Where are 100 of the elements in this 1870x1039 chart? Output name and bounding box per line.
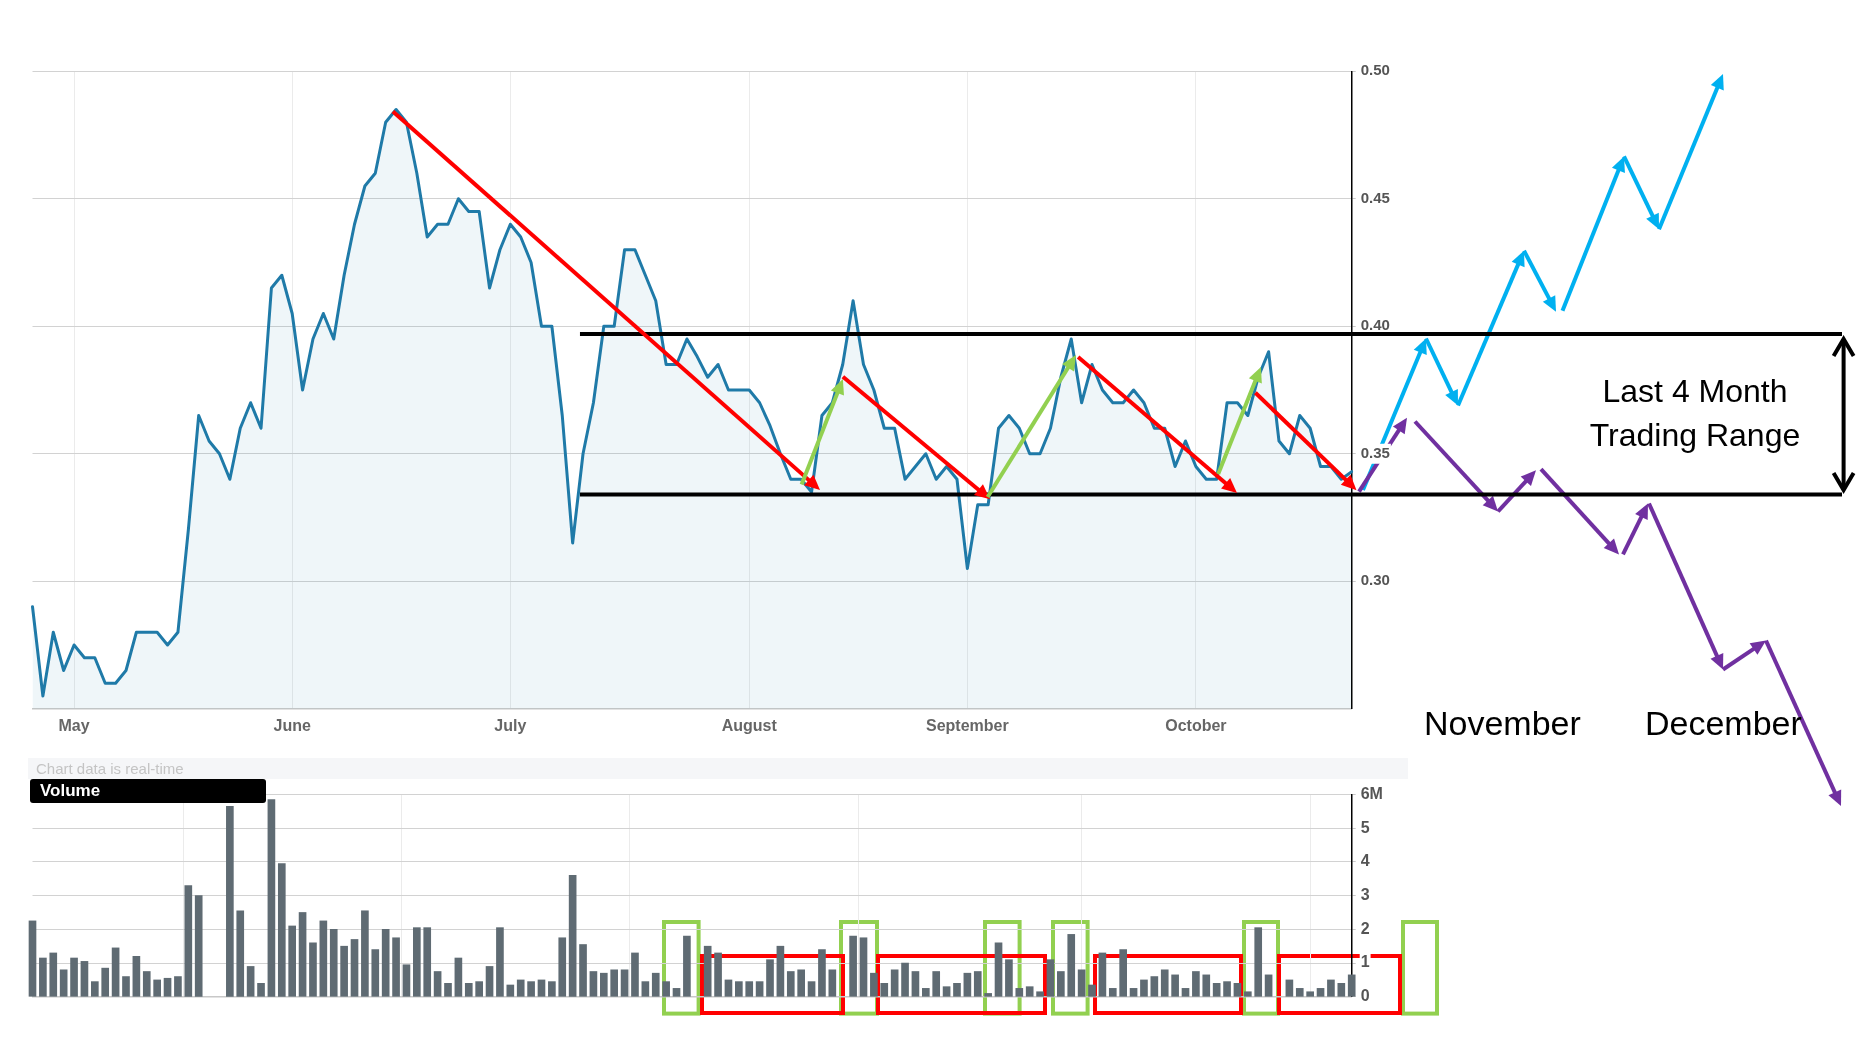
y-tick-label: 0 <box>1360 987 1370 1005</box>
bar <box>1015 988 1024 997</box>
bar <box>890 969 899 997</box>
bar <box>444 982 452 997</box>
y-tick-label: 2 <box>1360 919 1370 937</box>
bar <box>433 971 442 997</box>
bar <box>309 942 317 997</box>
y-tick-label: 1 <box>1360 953 1370 971</box>
bar <box>984 993 992 997</box>
bar <box>963 972 972 997</box>
bar <box>641 981 650 997</box>
bar <box>548 981 556 997</box>
bar <box>174 976 182 997</box>
bar <box>766 959 774 997</box>
bar <box>153 979 161 997</box>
bar <box>1202 974 1211 997</box>
bar <box>973 971 982 997</box>
text: December <box>1645 703 1802 743</box>
bar <box>267 799 276 997</box>
bar <box>236 910 245 997</box>
y-tick-label: 3 <box>1360 886 1370 904</box>
bar <box>1327 979 1335 997</box>
bar <box>527 981 535 997</box>
bar <box>257 982 265 997</box>
bar <box>1264 974 1273 997</box>
bar <box>402 964 411 997</box>
bar <box>703 945 712 997</box>
bar <box>39 957 47 997</box>
bar <box>1192 971 1200 997</box>
bar <box>49 952 58 997</box>
bar <box>599 972 608 997</box>
bar <box>724 979 733 997</box>
x-tick-label: October <box>1165 716 1227 734</box>
bar <box>90 981 99 997</box>
y-tick-label: 6M <box>1360 784 1383 802</box>
bar <box>828 969 837 997</box>
bar <box>1347 974 1356 997</box>
bar <box>776 945 785 997</box>
bar <box>1160 969 1169 997</box>
bar <box>651 972 660 997</box>
bar <box>319 920 328 997</box>
bar <box>381 929 390 997</box>
bar <box>631 952 639 997</box>
bar <box>475 981 483 997</box>
bar <box>1254 927 1263 997</box>
bar <box>589 971 598 997</box>
bar <box>942 986 951 997</box>
bar <box>1057 971 1065 997</box>
bar <box>194 895 203 997</box>
bar <box>537 979 546 997</box>
bar <box>672 988 681 997</box>
bar <box>1046 959 1055 997</box>
bar <box>579 944 587 997</box>
x-tick-label: August <box>721 716 778 734</box>
y-tick-label: 0.40 <box>1360 316 1390 334</box>
bar <box>1036 991 1044 997</box>
bar <box>329 929 338 997</box>
bar <box>288 925 297 997</box>
bar <box>568 875 577 997</box>
bar <box>1306 991 1314 997</box>
bar <box>496 927 504 997</box>
bar <box>413 927 421 997</box>
bar <box>1244 991 1252 997</box>
bar <box>932 971 941 997</box>
bar <box>953 982 961 997</box>
y-tick-label: 0.45 <box>1360 188 1390 206</box>
bar <box>818 949 826 997</box>
bar <box>745 981 754 997</box>
bar <box>921 988 930 997</box>
bar <box>80 961 89 997</box>
bar <box>392 937 400 997</box>
bar <box>735 981 743 997</box>
bar <box>1150 976 1159 997</box>
y-tick-label: 5 <box>1360 818 1370 836</box>
bar <box>849 935 857 997</box>
bar <box>361 910 369 997</box>
bar <box>1129 988 1138 997</box>
bar <box>101 967 110 997</box>
bar <box>1088 984 1096 997</box>
bar <box>516 979 525 997</box>
bar <box>901 962 909 997</box>
bar <box>994 942 1003 997</box>
bar <box>1181 988 1190 997</box>
bar <box>911 971 920 997</box>
bar <box>111 947 120 997</box>
x-tick-label: September <box>926 716 1009 734</box>
y-tick-label: 0.50 <box>1360 61 1390 79</box>
bar <box>298 912 307 997</box>
bar <box>558 937 567 997</box>
bar <box>1316 988 1325 997</box>
x-tick-label: July <box>494 716 527 734</box>
bar <box>1108 988 1117 997</box>
bar <box>880 982 889 997</box>
x-tick-label: May <box>58 716 90 734</box>
bar <box>1119 949 1128 997</box>
bar <box>714 952 722 997</box>
text: Last 4 Month Trading Range <box>1588 372 1802 455</box>
bar <box>277 863 286 997</box>
bar <box>662 981 670 997</box>
bar <box>454 957 463 997</box>
